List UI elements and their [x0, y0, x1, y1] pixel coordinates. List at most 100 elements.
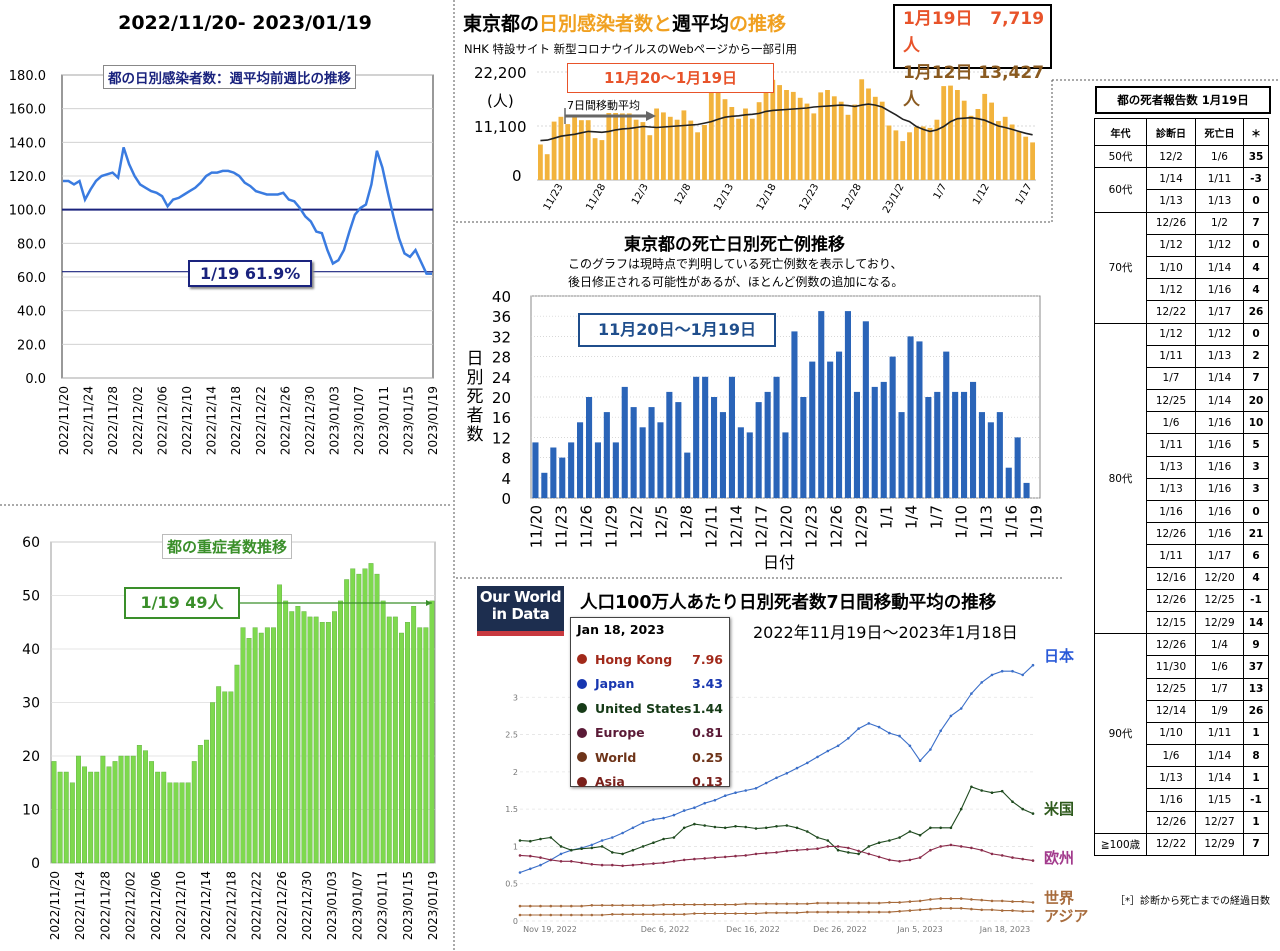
- series-point: [867, 852, 871, 856]
- x-tick-label: 12/13: [712, 182, 736, 212]
- series-point: [682, 858, 686, 862]
- series-point: [795, 826, 799, 830]
- x-tick-label: 1/17: [1014, 182, 1035, 207]
- title-part: 日別感染者数と: [539, 13, 673, 35]
- series-point: [847, 846, 850, 850]
- diagnosis-date-cell: 12/25: [1146, 677, 1196, 701]
- series-point: [949, 714, 953, 718]
- series-point: [847, 851, 850, 854]
- series-point: [764, 826, 768, 830]
- cases-bar: [647, 135, 653, 180]
- series-point: [908, 858, 912, 862]
- series-point: [929, 748, 932, 751]
- y-label-char: 者: [466, 406, 484, 426]
- weekly-ratio-chart: 180.0 160.0 140.0 120.0 100.0 80.0 60.0 40.0 20.…: [9, 69, 440, 455]
- deaths-bar: [952, 391, 959, 498]
- y-tick-label: 100.0: [9, 204, 46, 219]
- moving-average-line: [540, 103, 1033, 142]
- series-point: [939, 907, 942, 910]
- series-point: [857, 910, 860, 914]
- y-tick-label: 180.0: [9, 69, 46, 84]
- series-point: [713, 856, 717, 859]
- death-date-cell: 1/6: [1195, 655, 1244, 679]
- days-cell: 4: [1243, 278, 1269, 302]
- cases-bar: [948, 85, 953, 180]
- severe-bar: [307, 616, 313, 864]
- series-point: [949, 843, 953, 847]
- cases-bar: [702, 125, 707, 180]
- deaths-bar: [737, 427, 744, 498]
- x-tick-label: 12/20: [778, 505, 796, 548]
- severe-bar: [264, 627, 270, 864]
- cases-bar: [1002, 116, 1008, 180]
- series-point: [672, 903, 676, 906]
- tooltip-series-name: Hong Kong: [595, 651, 673, 667]
- panel4-title: 東京都の死亡日別死亡例推移: [624, 235, 845, 255]
- series-point: [713, 825, 717, 829]
- series-point: [631, 863, 635, 867]
- y-tick-top: 22,200: [474, 64, 527, 82]
- series-point: [918, 899, 922, 903]
- series-point: [723, 794, 727, 797]
- days-cell: 7: [1243, 832, 1269, 857]
- x-tick-label: 2022/11/24: [82, 386, 96, 455]
- severe-bar: [374, 573, 380, 864]
- header-age: 年代: [1094, 118, 1147, 146]
- series-point: [990, 673, 994, 677]
- x-tick-label: 2022/12/30: [303, 386, 317, 455]
- severe-bar: [356, 573, 362, 864]
- series-point: [867, 722, 871, 725]
- cases-bar: [934, 119, 940, 180]
- cases-bar: [654, 108, 659, 180]
- x-tick-label: 2022/12/26: [275, 871, 289, 940]
- tooltip-row: Asia 0.13: [571, 770, 729, 795]
- death-date-cell: 1/11: [1195, 721, 1244, 746]
- series-point: [764, 781, 768, 785]
- x-tick-label: 1/7: [932, 182, 950, 201]
- deaths-bar: [559, 457, 566, 498]
- series-point: [918, 833, 922, 837]
- severe-cases-chart: 60 50 40 30 20 10 0 2022/11/20 2022/11/24 2022/1…: [22, 535, 440, 940]
- death-date-cell: 12/27: [1195, 810, 1244, 834]
- series-point: [949, 897, 953, 900]
- x-tick-label: Dec 6, 2022: [641, 925, 690, 934]
- series-point: [918, 759, 922, 762]
- label-europe: 欧州: [1044, 849, 1075, 867]
- series-point: [1011, 856, 1014, 859]
- days-cell: 0: [1243, 189, 1269, 213]
- series-point: [836, 744, 840, 748]
- series-point: [641, 863, 645, 866]
- cases-bar: [797, 97, 803, 180]
- y-unit: (人): [487, 92, 514, 110]
- severe-bar: [63, 771, 69, 864]
- diagnosis-date-cell: 1/6: [1146, 744, 1196, 768]
- x-tick-label: 1/12: [971, 182, 992, 207]
- table-row: 1/6 1/16 10: [1095, 411, 1269, 435]
- x-tick-label: 11/23: [542, 182, 566, 212]
- series-point: [539, 863, 542, 867]
- table-row: 1/11 1/17 6: [1095, 544, 1269, 568]
- cases-bar: [544, 154, 550, 180]
- series-point: [641, 821, 645, 824]
- y-tick-label: 120.0: [9, 170, 46, 185]
- series-point: [980, 681, 983, 684]
- death-date-cell: 12/20: [1195, 566, 1244, 590]
- series-point: [734, 791, 737, 794]
- series-point: [693, 822, 696, 826]
- table-row: 70代 12/26 1/2 7: [1094, 211, 1269, 324]
- diagnosis-date-cell: 1/12: [1146, 278, 1196, 302]
- deaths-bar: [621, 386, 628, 498]
- x-tick-label: 12/3: [630, 182, 651, 207]
- death-date-cell: 1/16: [1195, 433, 1244, 457]
- series-point: [764, 902, 768, 906]
- cases-bar: [852, 104, 858, 180]
- cases-bar: [585, 120, 591, 180]
- cases-bar: [620, 113, 625, 180]
- x-tick-label: 1/1: [878, 505, 896, 529]
- severe-bar: [216, 686, 222, 864]
- y-tick-label: 12: [492, 429, 511, 447]
- deaths-bar: [916, 341, 923, 498]
- cases-bar: [695, 132, 700, 180]
- series-point: [1031, 910, 1035, 913]
- deaths-bar: [711, 397, 718, 498]
